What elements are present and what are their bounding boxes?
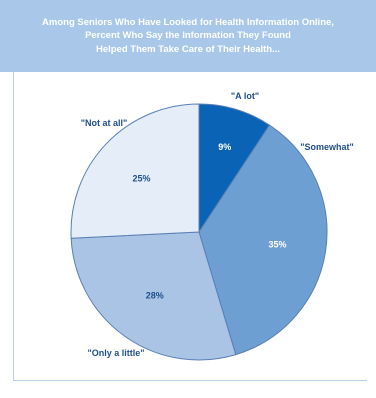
slice-value-label: 25% — [132, 173, 150, 183]
slice-value-label: 28% — [146, 291, 164, 301]
slice-layer — [71, 104, 327, 360]
left-rule — [13, 72, 14, 380]
slice-value-label: 9% — [218, 142, 231, 152]
slice-value-label: 35% — [268, 240, 286, 250]
slice-category-label: "Only a little" — [87, 348, 144, 358]
slice-category-label: "A lot" — [231, 91, 259, 101]
slice-category-label: "Not at all" — [81, 118, 128, 128]
slice-category-label: "Somewhat" — [300, 142, 354, 152]
bottom-rule — [13, 380, 367, 381]
